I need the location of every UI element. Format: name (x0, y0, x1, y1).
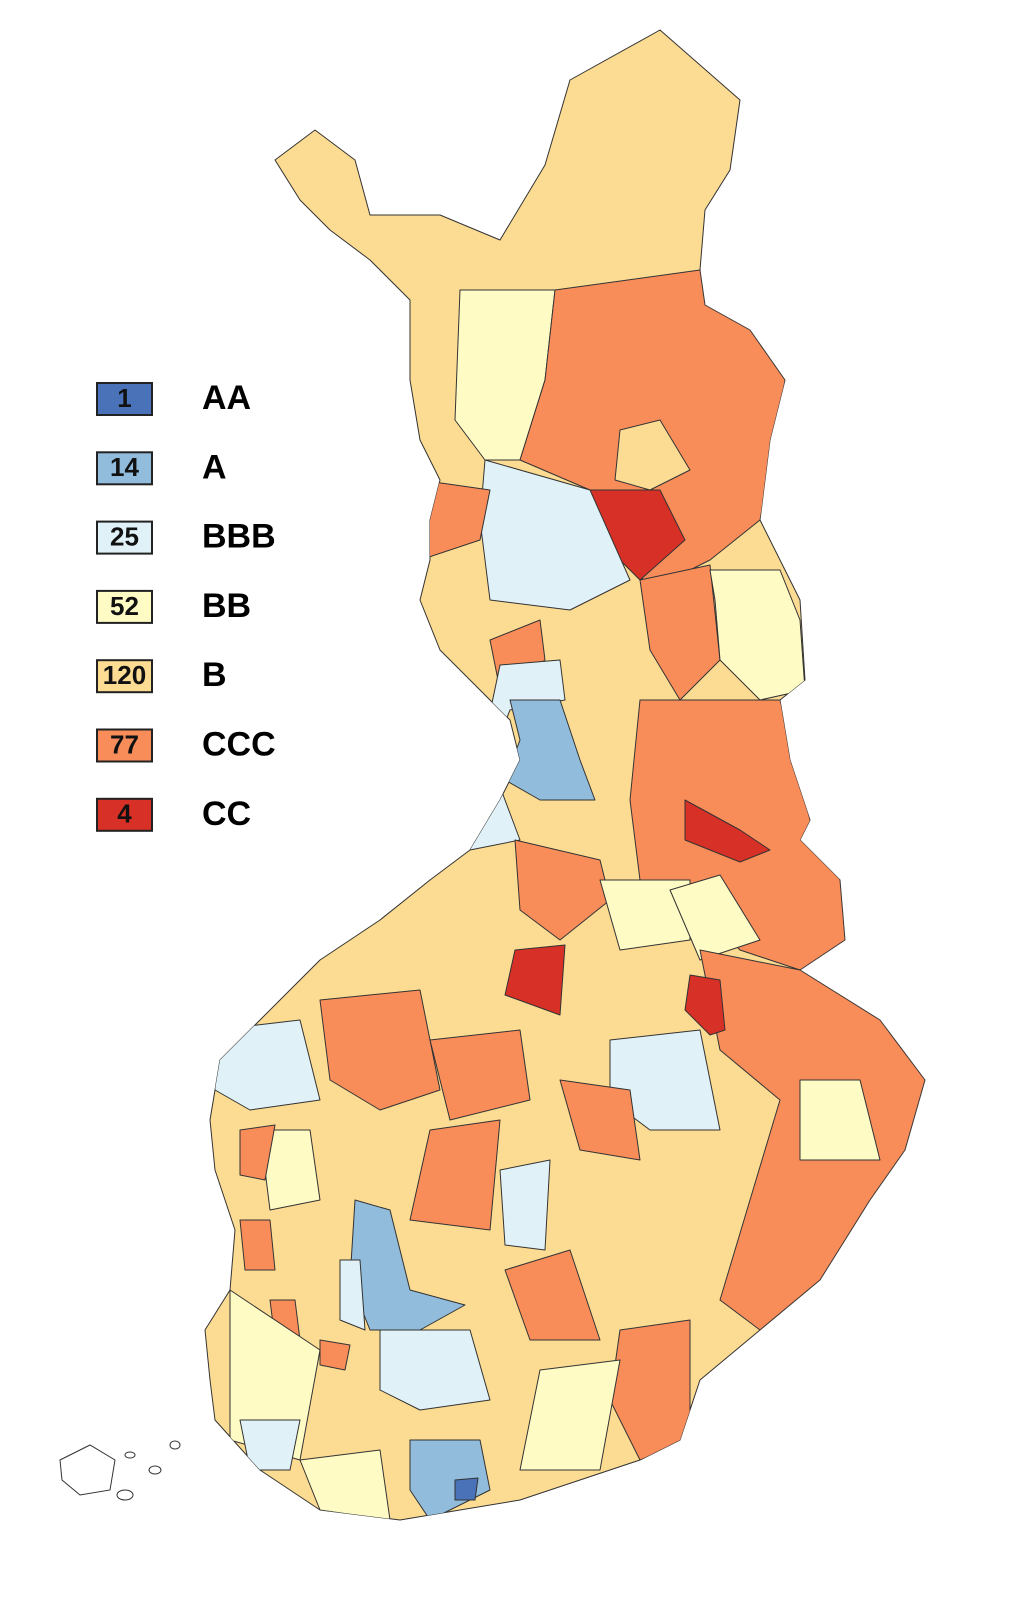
region (514, 839, 611, 941)
region (319, 1339, 351, 1371)
legend-swatch (96, 797, 153, 832)
region (239, 1419, 301, 1471)
legend-count: 120 (103, 660, 146, 690)
legend-swatch (96, 659, 153, 694)
region (799, 1079, 881, 1161)
legend-label: BBB (202, 518, 276, 556)
region (504, 944, 566, 1016)
legend-swatch (96, 728, 153, 763)
region (499, 1159, 551, 1251)
region (559, 1079, 641, 1161)
region (684, 974, 726, 1036)
region (239, 1219, 276, 1271)
region (259, 1129, 321, 1211)
legend-label: BB (202, 587, 251, 625)
region (429, 1029, 531, 1121)
region (379, 1329, 491, 1411)
legend: 1 AA 14 A 25 BBB 52 BB 120 B 77 CCC 4 CC (96, 379, 276, 833)
islands (59, 1440, 181, 1501)
region (504, 699, 596, 801)
legend-count: 14 (110, 452, 139, 482)
legend-count: 1 (117, 383, 131, 413)
legend-swatch (96, 589, 153, 624)
region (519, 1359, 621, 1471)
legend-count: 52 (110, 591, 139, 621)
region (299, 1449, 391, 1520)
legend-label: AA (202, 379, 251, 417)
legend-count: 77 (110, 729, 139, 759)
legend-label: CCC (202, 725, 276, 763)
legend-count: 4 (117, 799, 132, 829)
legend-swatch (96, 382, 153, 416)
region (669, 874, 761, 961)
legend-label: A (202, 448, 227, 486)
legend-count: 25 (110, 521, 139, 551)
region (639, 564, 721, 701)
region (339, 1259, 366, 1331)
legend-swatch (96, 451, 153, 486)
region (614, 419, 691, 491)
legend-label: B (202, 656, 227, 694)
region (709, 569, 806, 701)
region (504, 1249, 601, 1341)
region (454, 1477, 479, 1501)
region (599, 879, 691, 951)
region (409, 1119, 501, 1231)
region (684, 799, 771, 863)
map (59, 29, 926, 1521)
legend-swatch (96, 520, 153, 555)
region (239, 1124, 276, 1181)
region (319, 989, 441, 1111)
legend-label: CC (202, 795, 251, 833)
